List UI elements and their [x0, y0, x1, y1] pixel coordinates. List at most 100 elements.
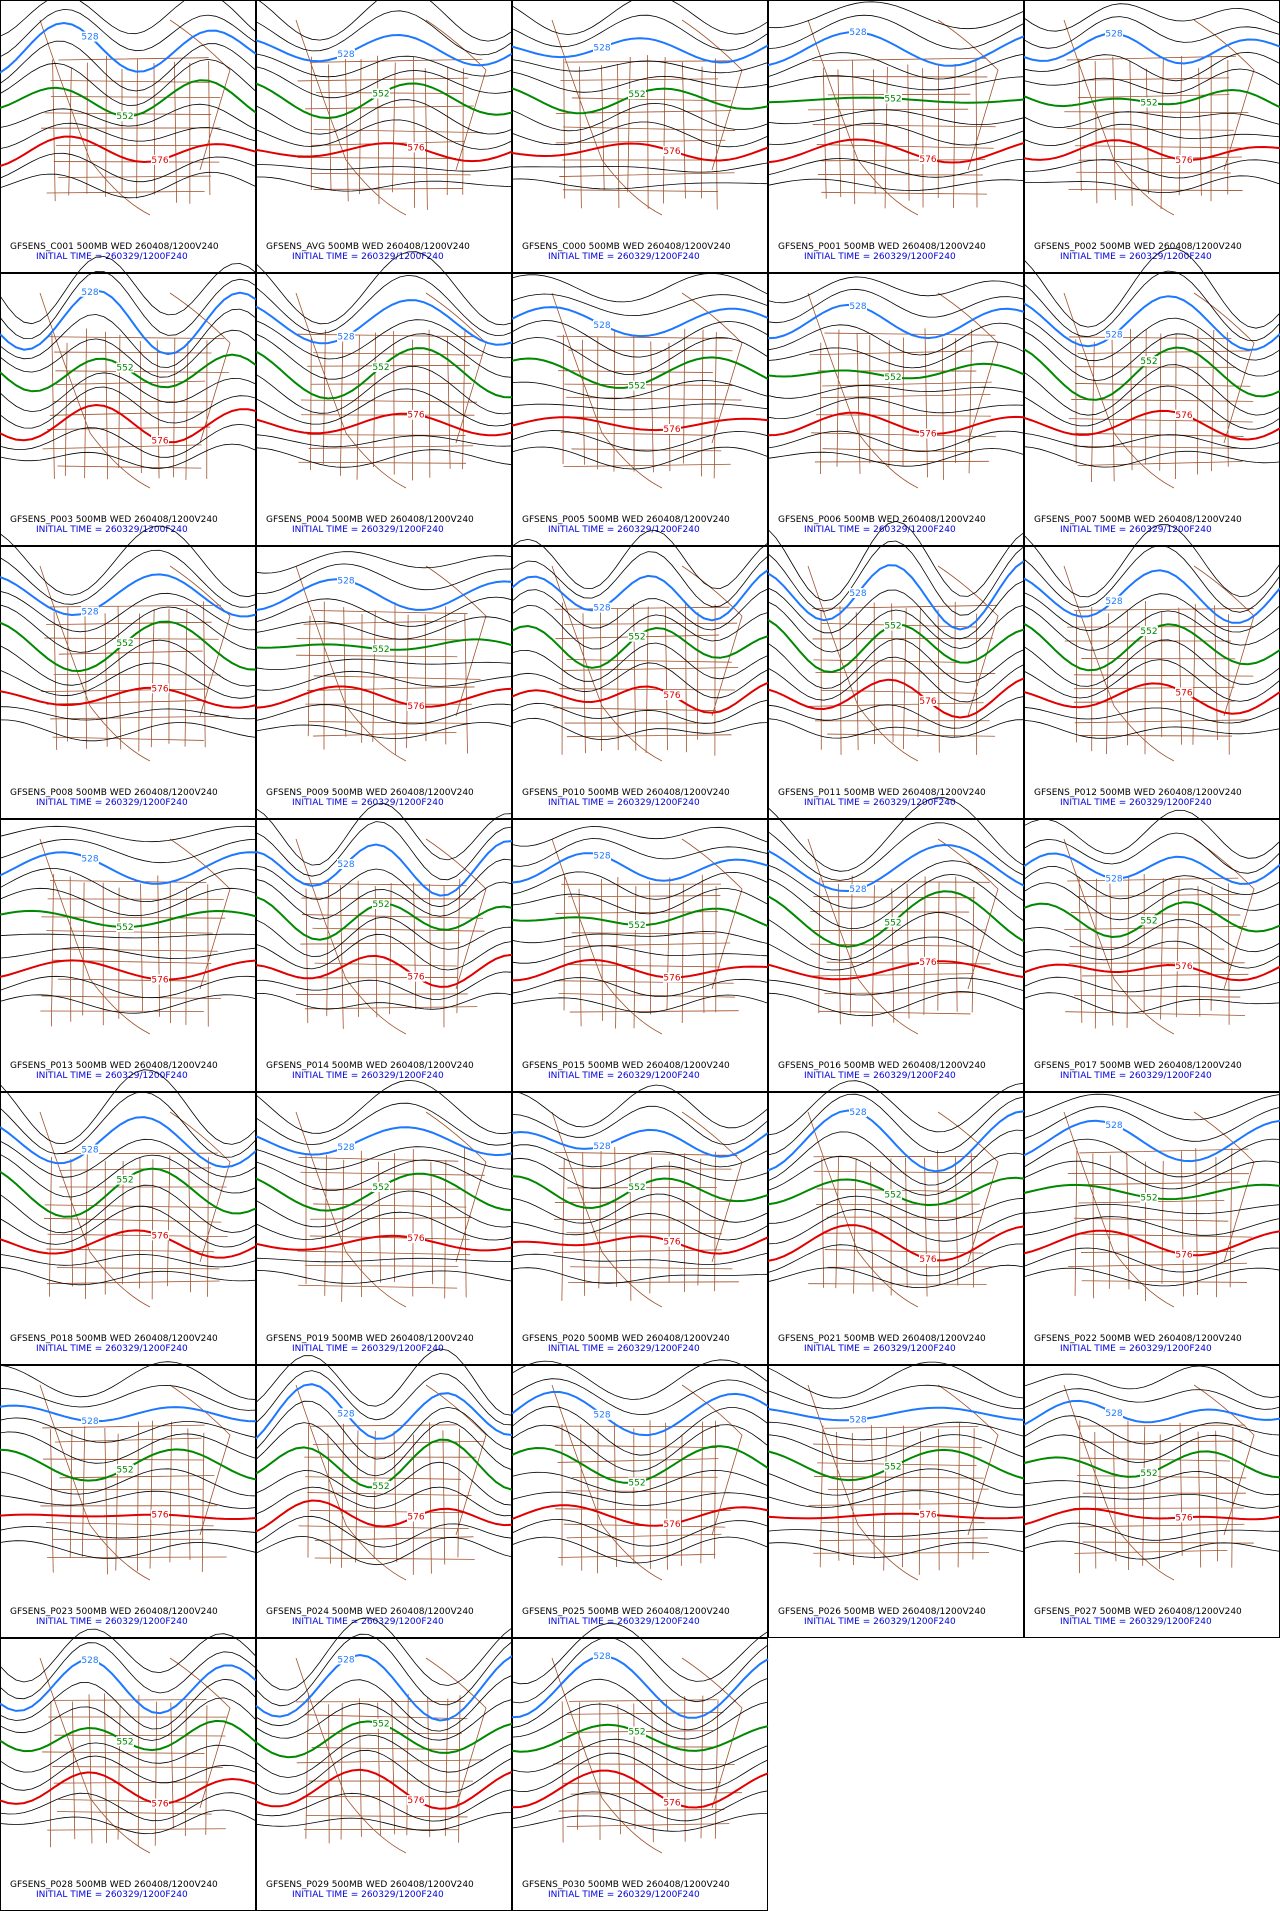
- panel-frame: [0, 0, 256, 273]
- contour-line: [0, 443, 257, 469]
- label-bg: [628, 1182, 646, 1193]
- contour-label: 528: [81, 855, 98, 865]
- caption-bg: [513, 1874, 767, 1910]
- contour-label: 528: [81, 33, 98, 43]
- contour-line: [255, 1486, 513, 1517]
- contour-line: [255, 858, 513, 908]
- contour-line: [511, 1769, 769, 1809]
- contour-line: [511, 59, 769, 74]
- contour-label: 576: [663, 1238, 680, 1248]
- contour-line: [511, 1144, 769, 1168]
- contour-line: [255, 1653, 513, 1722]
- contour-line: [511, 403, 769, 411]
- panel-title: GFSENS_P028 500MB WED 260408/1200V240: [10, 1880, 218, 1890]
- contour-label: 528: [337, 50, 354, 60]
- panel-title: GFSENS_P023 500MB WED 260408/1200V240: [10, 1607, 218, 1617]
- contour-line: [255, 596, 513, 627]
- contour-line: [767, 1490, 1025, 1508]
- contour-line: [511, 37, 769, 64]
- contour-line: [1023, 16, 1280, 49]
- panel-title: GFSENS_P030 500MB WED 260408/1200V240: [522, 1880, 730, 1890]
- contour-line: [1023, 123, 1280, 147]
- contour-label: 576: [663, 974, 680, 984]
- label-bg: [663, 1797, 681, 1808]
- panel-frame: [768, 0, 1024, 273]
- contour-line: [511, 1813, 768, 1832]
- contour-line: [0, 1513, 257, 1520]
- contour-line: [1023, 1540, 1280, 1560]
- contour-line: [0, 604, 257, 653]
- contour-label: 576: [663, 147, 680, 157]
- caption-bg: [769, 236, 1023, 272]
- panel-title: GFSENS_P027 500MB WED 260408/1200V240: [1034, 1607, 1242, 1617]
- contour-line: [255, 299, 513, 346]
- label-bg: [1140, 1192, 1158, 1203]
- label-bg: [663, 690, 681, 701]
- contour-line: [0, 838, 257, 864]
- map-panel: 528 552 576 GFSENS_C000 500MB WED 260408/12…: [511, 0, 769, 273]
- contour-line: [767, 178, 1025, 192]
- contour-line: [1023, 364, 1280, 416]
- contour-line: [511, 529, 769, 590]
- contour-line: [1023, 545, 1280, 613]
- contour-line: [767, 1224, 1025, 1262]
- caption-bg: [1, 1055, 255, 1091]
- contour-line: [0, 1628, 257, 1683]
- label-bg: [407, 971, 425, 982]
- label-bg: [372, 644, 390, 655]
- contour-line: [767, 560, 1025, 631]
- contour-label: 576: [151, 156, 168, 166]
- contour-label: 528: [337, 333, 354, 343]
- contour-label: 576: [407, 1234, 424, 1244]
- map-panel: 528 552 576 GFSENS_P012 500MB WED 260408/12…: [1023, 524, 1280, 819]
- label-bg: [81, 31, 99, 42]
- contour-line: [0, 825, 257, 843]
- initial-time: INITIAL TIME = 260329/1200F240: [292, 1344, 444, 1354]
- contour-line: [0, 947, 257, 960]
- panel-frame: [768, 273, 1024, 546]
- contour-line: [0, 525, 257, 598]
- contour-line: [255, 1146, 513, 1170]
- panel-frame: [512, 0, 768, 273]
- contour-line: [511, 178, 769, 190]
- contour-line: [0, 590, 257, 633]
- panel-title: GFSENS_P003 500MB WED 260408/1200V240: [10, 515, 218, 525]
- contour-label: 528: [1105, 29, 1122, 39]
- contour-line: [1023, 409, 1280, 441]
- contour-line: [1023, 1247, 1280, 1273]
- contour-label: 552: [116, 1737, 133, 1747]
- map-outline: [807, 565, 999, 762]
- contour-line: [0, 887, 257, 917]
- panel-title: GFSENS_P006 500MB WED 260408/1200V240: [778, 515, 986, 525]
- panel-frame: [0, 546, 256, 819]
- contour-line: [767, 1468, 1025, 1496]
- contour-label: 576: [151, 684, 168, 694]
- initial-time: INITIAL TIME = 260329/1200F240: [36, 252, 188, 262]
- contour-line: [255, 1812, 513, 1831]
- label-bg: [372, 362, 390, 373]
- panel-frame: [256, 819, 512, 1092]
- contour-line: [0, 706, 257, 721]
- map-outline: [1063, 292, 1255, 489]
- contour-line: [1023, 866, 1280, 900]
- contour-line: [1023, 175, 1280, 193]
- contour-line: [255, 1515, 513, 1548]
- contour-line: [1023, 1471, 1280, 1496]
- contour-line: [767, 288, 1025, 324]
- label-bg: [1105, 1407, 1123, 1418]
- contour-line: [767, 1195, 1025, 1224]
- contour-line: [767, 718, 1025, 739]
- contour-line: [0, 152, 257, 183]
- initial-time: INITIAL TIME = 260329/1200F240: [1060, 798, 1212, 808]
- label-bg: [116, 637, 134, 648]
- contour-line: [1023, 1093, 1280, 1121]
- contour-line: [1023, 433, 1280, 450]
- contour-label: 576: [151, 1800, 168, 1810]
- contour-line: [511, 977, 769, 997]
- contour-line: [767, 843, 1025, 893]
- panel-title: GFSENS_AVG 500MB WED 260408/1200V240: [266, 242, 470, 252]
- contour-line: [255, 616, 513, 640]
- contour-line: [767, 1264, 1025, 1289]
- contour-line: [1023, 1434, 1280, 1463]
